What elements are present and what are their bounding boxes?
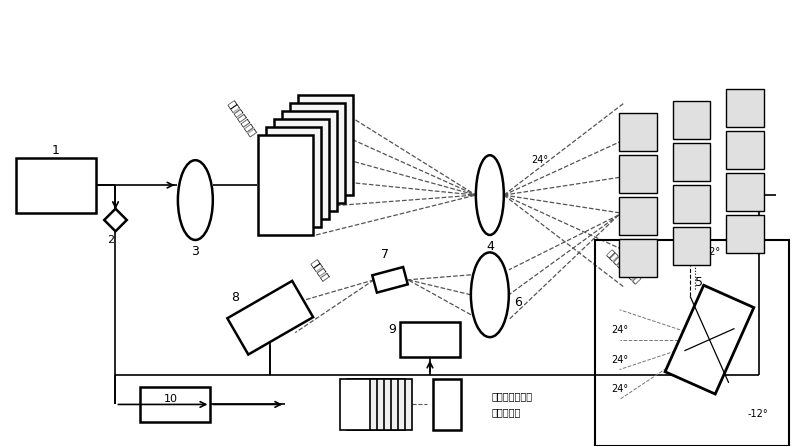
Bar xyxy=(433,379,461,430)
Bar xyxy=(347,379,377,430)
Polygon shape xyxy=(726,215,764,253)
Polygon shape xyxy=(673,143,710,181)
Bar xyxy=(354,379,384,430)
Text: 3: 3 xyxy=(191,245,199,258)
Bar xyxy=(290,103,345,203)
Polygon shape xyxy=(618,239,657,277)
Bar xyxy=(361,379,391,430)
Polygon shape xyxy=(618,197,657,235)
Bar xyxy=(227,281,313,354)
Bar xyxy=(104,209,126,231)
Bar xyxy=(340,379,370,430)
Polygon shape xyxy=(726,173,764,211)
Text: 9: 9 xyxy=(388,323,396,336)
Text: 单个微镜放大光路: 单个微镜放大光路 xyxy=(605,249,642,286)
Text: 重建图像帧: 重建图像帧 xyxy=(492,407,522,417)
Polygon shape xyxy=(618,114,657,151)
Text: 8: 8 xyxy=(231,291,239,304)
Bar xyxy=(665,285,754,394)
Polygon shape xyxy=(673,185,710,223)
Bar xyxy=(375,379,405,430)
Bar xyxy=(372,267,408,293)
Text: +12°: +12° xyxy=(695,247,721,257)
Bar xyxy=(274,119,329,219)
Text: 连续变化的对象: 连续变化的对象 xyxy=(226,99,258,138)
Ellipse shape xyxy=(471,253,509,337)
Polygon shape xyxy=(726,131,764,169)
Text: 2: 2 xyxy=(107,235,114,245)
Polygon shape xyxy=(673,227,710,265)
Text: 5: 5 xyxy=(695,276,703,289)
Bar xyxy=(266,127,321,227)
Text: 24°: 24° xyxy=(611,384,628,395)
Bar xyxy=(141,387,210,422)
Bar xyxy=(298,95,353,195)
Bar xyxy=(594,240,790,446)
Bar xyxy=(16,158,95,212)
Text: 6: 6 xyxy=(514,296,522,309)
Text: -12°: -12° xyxy=(747,409,768,419)
Text: 时间分辨的连续: 时间分辨的连续 xyxy=(492,392,533,401)
Bar xyxy=(282,111,337,211)
Bar xyxy=(382,379,412,430)
Text: 7: 7 xyxy=(381,249,389,261)
Text: 24°: 24° xyxy=(611,354,628,365)
Bar xyxy=(368,379,398,430)
Ellipse shape xyxy=(178,160,213,240)
Text: 时间序列: 时间序列 xyxy=(310,257,331,283)
Text: 1: 1 xyxy=(52,144,59,157)
Text: 10: 10 xyxy=(163,394,178,405)
Ellipse shape xyxy=(476,155,504,235)
Text: 24°: 24° xyxy=(531,155,548,165)
Polygon shape xyxy=(673,101,710,139)
Text: 4: 4 xyxy=(486,240,494,253)
Polygon shape xyxy=(726,89,764,127)
Polygon shape xyxy=(618,155,657,193)
Bar xyxy=(258,135,313,235)
Bar xyxy=(400,322,460,357)
Text: 24°: 24° xyxy=(611,325,628,335)
